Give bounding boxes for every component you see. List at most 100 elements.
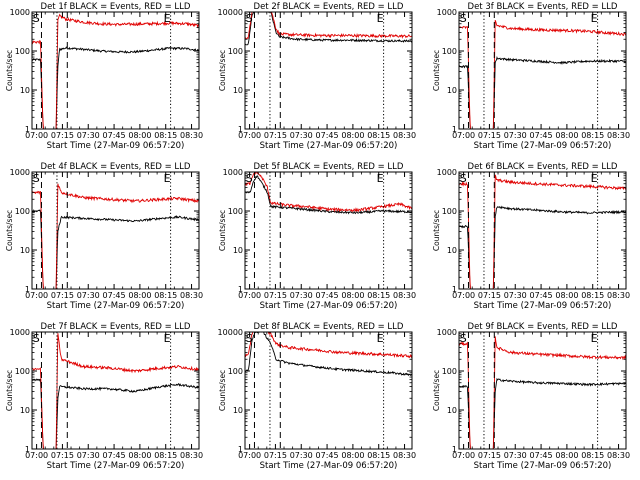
plot-frame [244,331,413,450]
y-axis-label: Counts/sec [218,370,227,411]
xtick-label: 07:15 [478,131,501,140]
plot-frame [458,171,627,290]
xtick-label: 08:00 [128,451,151,460]
marker-label-S: S [33,12,40,25]
series-group [459,174,626,289]
panel-title: Det 2f BLACK = Events, RED = LLD [254,2,404,12]
xtick-label: 08:30 [607,451,630,460]
panel-title: Det 1f BLACK = Events, RED = LLD [41,2,191,12]
x-axis-label: Start Time (27-Mar-09 06:57:20) [47,301,185,311]
xtick-label: 08:00 [128,291,151,300]
marker-label-E: E [377,12,384,25]
xtick-label: 07:15 [478,291,501,300]
ytick-label: 10 [233,406,243,415]
ytick-label: 10 [20,246,30,255]
xtick-label: 07:00 [452,291,475,300]
xtick-label: 08:00 [555,291,578,300]
x-axis-label: Start Time (27-Mar-09 06:57:20) [260,301,398,311]
ytick-label: 1000 [223,168,243,177]
xtick-label: 07:15 [51,131,74,140]
plot-frame [31,11,200,130]
series-lld-line [32,183,199,289]
plot-frame [244,171,413,290]
ytick-label: 10 [447,406,457,415]
x-axis-label: Start Time (27-Mar-09 06:57:20) [474,461,612,471]
xtick-label: 07:15 [264,291,287,300]
y-axis-label: Counts/sec [432,50,441,91]
ytick-label: 1000 [10,8,30,17]
xtick-label: 08:15 [581,451,604,460]
y-axis-label: Counts/sec [5,50,14,91]
series-lld-line [245,332,412,359]
series-group [459,336,626,449]
ytick-label: 10000 [218,8,243,17]
ytick-label: 1 [25,285,30,294]
ytick-label: 100 [228,367,243,376]
xtick-label: 07:45 [103,291,126,300]
xtick-label: 07:30 [77,131,100,140]
xtick-label: 08:15 [367,131,390,140]
series-group [245,12,412,46]
y-axis-label: Counts/sec [218,210,227,251]
xtick-label: 07:30 [504,291,527,300]
panel-title: Det 6f BLACK = Events, RED = LLD [468,162,618,172]
x-axis-label: Start Time (27-Mar-09 06:57:20) [260,141,398,151]
x-axis-label: Start Time (27-Mar-09 06:57:20) [260,461,398,471]
xtick-label: 08:15 [367,291,390,300]
series-lld-line [459,336,626,449]
xtick-label: 07:00 [238,131,261,140]
xtick-label: 07:15 [478,451,501,460]
ytick-label: 1 [452,285,457,294]
marker-label-S: S [33,172,40,185]
ytick-label: 1 [238,125,243,134]
ytick-label: 1 [25,125,30,134]
xtick-label: 08:30 [393,451,416,460]
ytick-label: 1 [452,445,457,454]
y-axis-label: Counts/sec [218,50,227,91]
xtick-label: 08:30 [393,291,416,300]
marker-label-S: S [460,12,467,25]
series-events-line [32,378,199,449]
xtick-label: 07:30 [504,451,527,460]
series-group [32,13,199,129]
xtick-label: 07:00 [25,291,48,300]
xtick-label: 07:15 [51,451,74,460]
xtick-label: 07:30 [504,131,527,140]
series-lld-line [32,333,199,449]
xtick-label: 08:00 [128,131,151,140]
ytick-label: 10 [447,246,457,255]
xtick-label: 07:15 [51,291,74,300]
ytick-label: 100 [442,207,457,216]
marker-label-E: E [164,172,171,185]
ytick-label: 10 [233,246,243,255]
plot-frame [31,331,200,450]
xtick-label: 08:00 [341,131,364,140]
panel-title: Det 7f BLACK = Events, RED = LLD [41,322,191,332]
y-axis-label: Counts/sec [5,210,14,251]
marker-label-S: S [460,332,467,345]
xtick-label: 08:30 [393,131,416,140]
marker-label-S: S [246,332,253,345]
xtick-label: 07:30 [290,451,313,460]
ytick-label: 100 [15,367,30,376]
xtick-label: 07:45 [530,131,553,140]
ytick-label: 100 [15,207,30,216]
xtick-label: 07:00 [25,131,48,140]
marker-label-S: S [246,12,253,25]
xtick-label: 07:00 [25,451,48,460]
series-lld-line [459,19,626,129]
series-events-line [245,332,412,377]
ytick-label: 1 [25,445,30,454]
xtick-label: 07:45 [316,451,339,460]
marker-label-S: S [33,332,40,345]
xtick-label: 08:30 [607,131,630,140]
y-axis-label: Counts/sec [432,370,441,411]
series-lld-line [245,172,412,213]
ytick-label: 10 [20,86,30,95]
xtick-label: 07:00 [452,451,475,460]
